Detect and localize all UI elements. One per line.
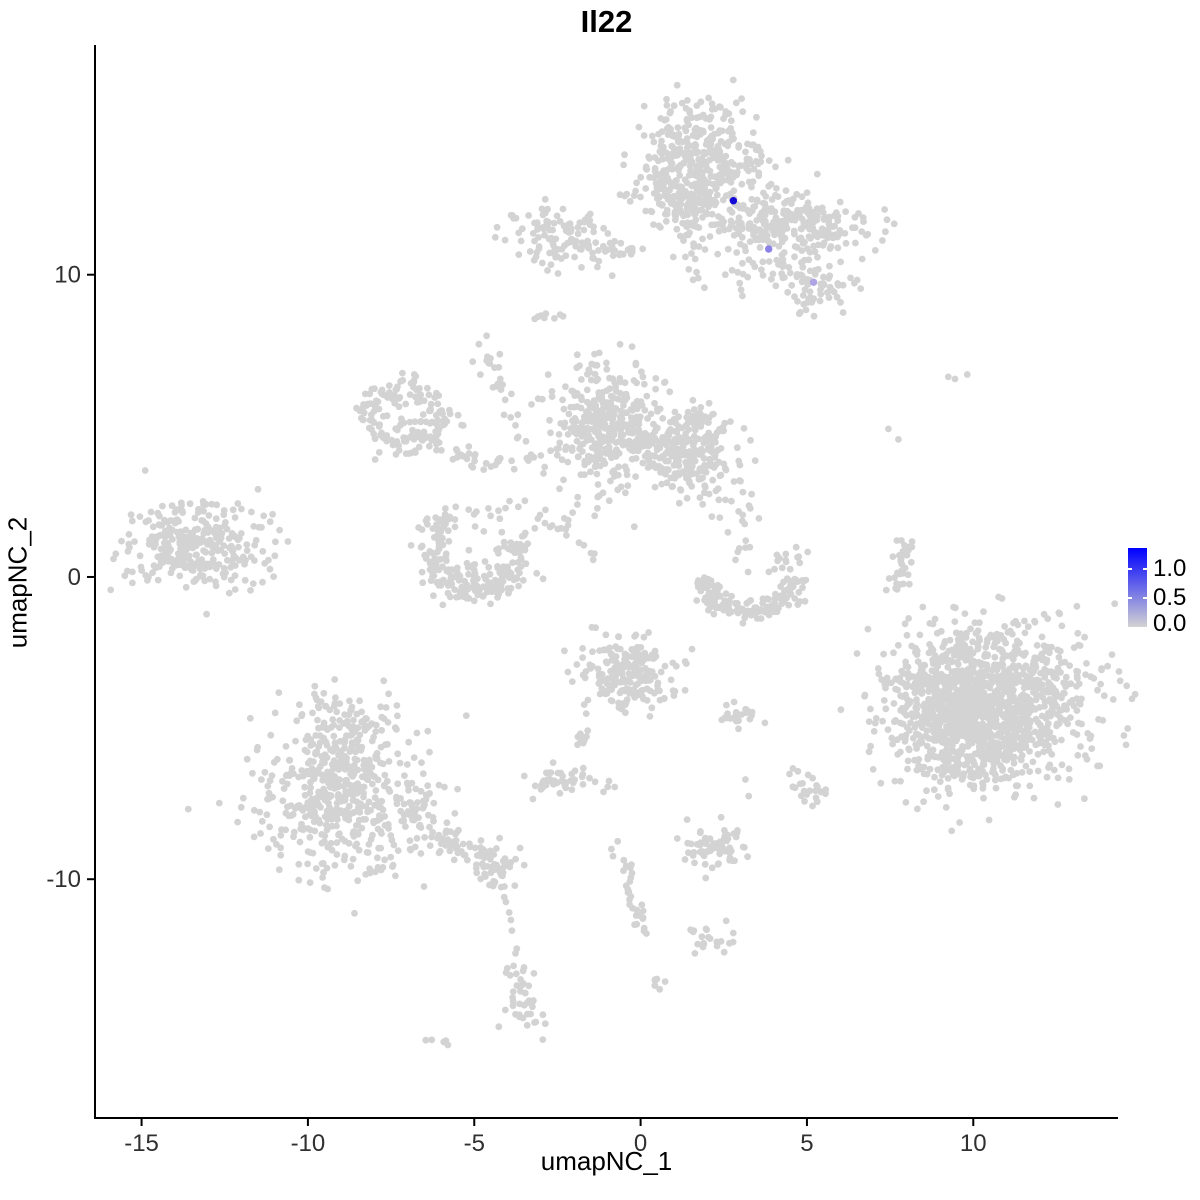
points-layer	[107, 76, 1139, 1049]
legend-label-min: 0.0	[1153, 610, 1187, 637]
expressing-cell	[765, 245, 773, 253]
legend-label-max: 1.0	[1153, 555, 1187, 582]
y-axis-label: umapNC_2	[2, 516, 33, 649]
tick-label: -15	[124, 1130, 159, 1157]
tick-label: -10	[291, 1130, 326, 1157]
tick-label: 10	[960, 1130, 987, 1157]
legend-tick-mid-r	[1143, 597, 1147, 599]
tick-label: 0	[634, 1130, 647, 1157]
tick-label: -10	[46, 866, 81, 893]
legend-label-mid: 0.5	[1153, 584, 1187, 611]
tick-label: 5	[800, 1130, 813, 1157]
expressing-cell	[729, 197, 738, 205]
legend-colorbar	[1128, 548, 1147, 627]
chart-title: Il22	[580, 4, 633, 39]
legend-tick-max	[1128, 568, 1132, 570]
highlighted-cells	[729, 197, 818, 286]
tick-label: -5	[464, 1130, 485, 1157]
tick-label: 10	[54, 262, 81, 289]
expressing-cell	[809, 278, 818, 286]
axes: -15 -10 -5 0 5 10 10 0 -10	[46, 45, 1118, 1157]
legend-tick-mid	[1128, 597, 1132, 599]
x-axis-label: umapNC_1	[540, 1146, 673, 1176]
legend-tick-max-r	[1143, 568, 1147, 570]
tick-label: 0	[68, 564, 81, 591]
